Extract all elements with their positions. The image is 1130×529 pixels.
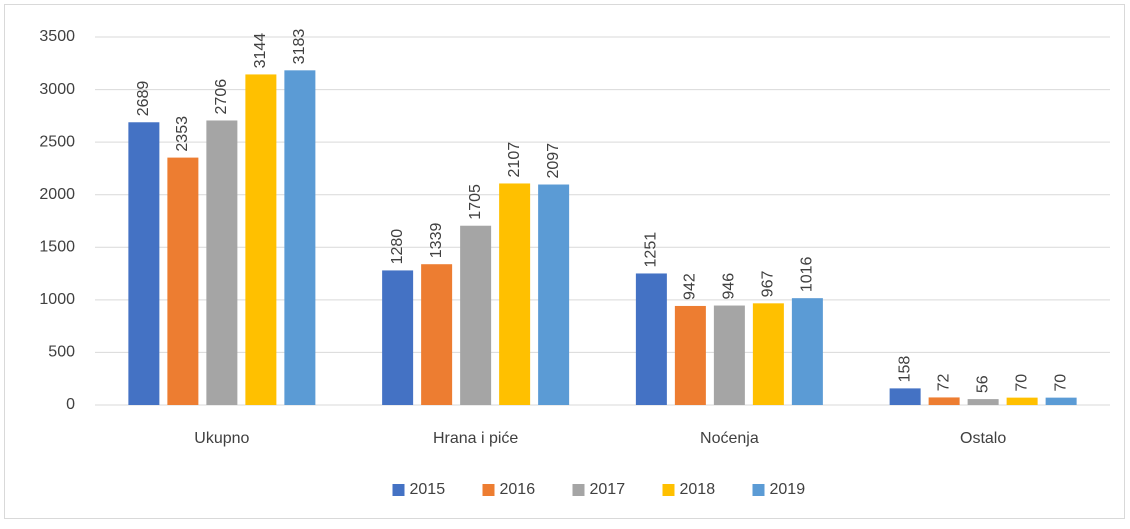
data-label: 1280 xyxy=(389,229,406,265)
data-label: 967 xyxy=(760,271,777,298)
bar xyxy=(674,305,706,405)
x-tick-label: Hrana i piće xyxy=(433,430,518,447)
bar xyxy=(382,270,414,405)
legend-label: 2019 xyxy=(770,481,806,498)
y-tick-label: 2000 xyxy=(39,186,75,203)
data-label: 70 xyxy=(1013,374,1030,392)
data-label: 946 xyxy=(721,273,738,300)
legend-swatch xyxy=(482,484,495,496)
bar xyxy=(167,157,199,405)
bar xyxy=(928,397,960,405)
data-label: 2107 xyxy=(506,142,523,178)
x-tick-label: Ostalo xyxy=(960,430,1006,447)
y-tick-label: 0 xyxy=(66,396,75,413)
bar xyxy=(245,74,277,406)
data-label: 72 xyxy=(935,374,952,392)
data-label: 2706 xyxy=(213,79,230,115)
y-tick-label: 1500 xyxy=(39,239,75,256)
bar xyxy=(421,264,453,405)
data-label: 942 xyxy=(682,273,699,300)
y-tick-label: 2500 xyxy=(39,133,75,150)
bar xyxy=(967,399,999,405)
data-label: 1016 xyxy=(799,256,816,292)
y-tick-label: 3500 xyxy=(39,28,75,45)
legend-swatch xyxy=(392,484,405,496)
x-tick-label: Noćenja xyxy=(700,430,759,447)
legend-label: 2017 xyxy=(590,481,626,498)
legend-swatch xyxy=(662,484,675,496)
x-tick-label: Ukupno xyxy=(194,430,249,447)
bar xyxy=(206,120,238,405)
data-label: 1251 xyxy=(643,232,660,268)
bar xyxy=(1045,397,1077,405)
legend-label: 2018 xyxy=(680,481,716,498)
bar xyxy=(499,183,531,405)
legend-label: 2015 xyxy=(410,481,446,498)
bar xyxy=(128,122,160,405)
bar xyxy=(460,225,492,405)
bar xyxy=(538,184,570,405)
data-label: 2689 xyxy=(135,81,152,117)
data-label: 70 xyxy=(1052,374,1069,392)
bar xyxy=(889,388,921,405)
data-label: 1339 xyxy=(428,223,445,259)
data-label: 3183 xyxy=(291,29,308,65)
y-tick-label: 1000 xyxy=(39,291,75,308)
legend-swatch xyxy=(572,484,585,496)
bar xyxy=(713,305,745,405)
data-label: 3144 xyxy=(252,33,269,69)
bar xyxy=(635,273,667,405)
y-tick-label: 500 xyxy=(48,344,75,361)
data-label: 2353 xyxy=(174,116,191,152)
bar xyxy=(791,298,823,405)
data-label: 1705 xyxy=(467,184,484,220)
bar xyxy=(284,70,316,405)
bar xyxy=(1006,397,1038,405)
bar xyxy=(752,303,784,405)
legend-swatch xyxy=(752,484,765,496)
data-label: 2097 xyxy=(545,143,562,179)
data-label: 56 xyxy=(974,375,991,393)
data-label: 158 xyxy=(896,356,913,383)
y-tick-label: 3000 xyxy=(39,81,75,98)
legend-label: 2016 xyxy=(500,481,536,498)
